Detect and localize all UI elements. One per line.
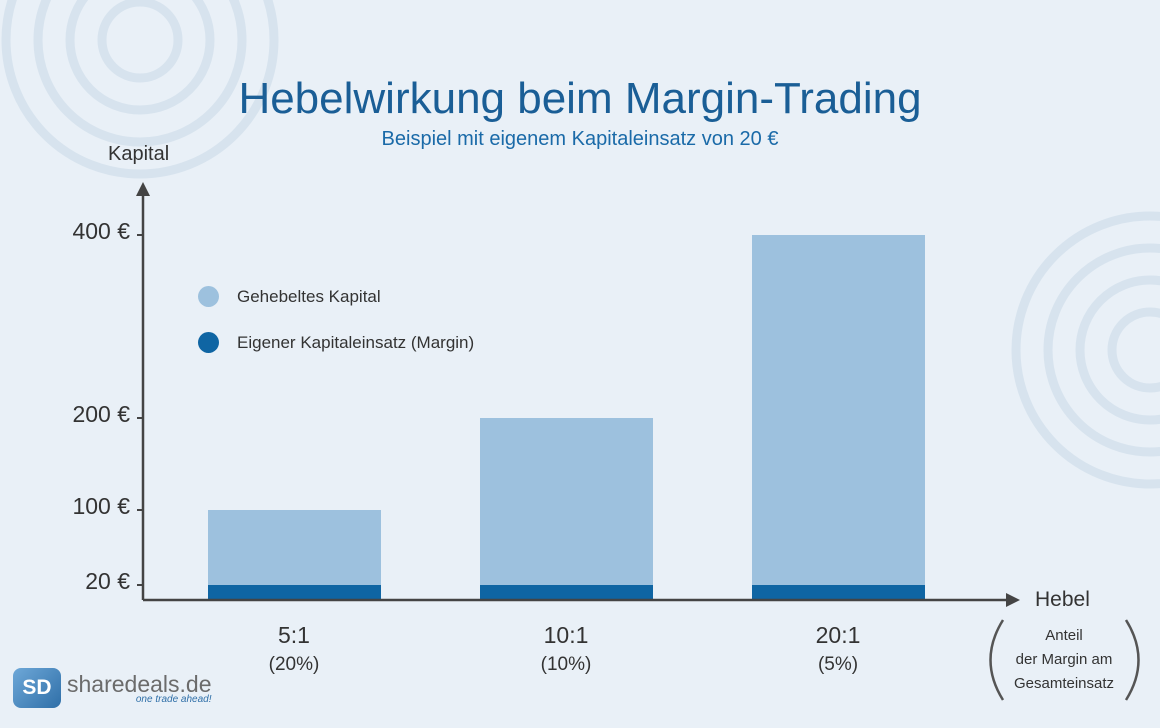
chart-title: Hebelwirkung beim Margin-Trading (238, 74, 922, 123)
decor-ring (1107, 307, 1160, 393)
y-axis-arrow (136, 182, 150, 196)
y-tick-label: 20 € (85, 568, 130, 594)
legend-label-margin: Eigener Kapitaleinsatz (Margin) (237, 332, 475, 352)
logo-tagline: one trade ahead! (135, 693, 212, 705)
bar-leveraged-1 (208, 510, 381, 585)
logo-mark: SD (13, 668, 61, 708)
bar-margin-1 (208, 585, 381, 600)
x-category-label: 20:1 (815, 622, 861, 648)
x-axis-arrow (1006, 593, 1020, 607)
decor-ring (1075, 275, 1160, 425)
bar-leveraged-3 (752, 235, 925, 585)
y-tick-label: 400 € (72, 218, 130, 244)
bar-margin-2 (480, 585, 653, 600)
decor-ring (65, 0, 215, 115)
decor-ring (1011, 211, 1160, 489)
logo-name: sharedeals.de (67, 670, 212, 697)
sharedeals-logo: SD sharedeals.de one trade ahead! (13, 668, 212, 708)
x-category-label: 10:1 (543, 622, 589, 648)
note-paren-left (989, 619, 1005, 701)
x-category-sublabel: (5%) (817, 654, 859, 675)
logo-wordmark: sharedeals.de one trade ahead! (67, 672, 212, 705)
decor-ring (33, 0, 247, 147)
x-category-sublabel: (10%) (540, 654, 592, 675)
x-axis-note-line: Gesamteinsatz (1013, 675, 1115, 692)
x-axis-note-line: der Margin am (1015, 651, 1113, 668)
legend-swatch-margin (198, 332, 219, 353)
decor-ring (1043, 243, 1160, 457)
bar-margin-3 (752, 585, 925, 600)
decor-ring (1, 0, 279, 179)
x-category-sublabel: (20%) (268, 654, 320, 675)
legend-label-leveraged: Gehebeltes Kapital (237, 286, 381, 306)
legend-item-leveraged: Gehebeltes Kapital (198, 286, 381, 307)
x-axis-note-line: Anteil (1045, 627, 1083, 644)
legend-swatch-leveraged (198, 286, 219, 307)
bar-leveraged-2 (480, 418, 653, 585)
x-axis-note: Anteil der Margin am Gesamteinsatz (996, 624, 1132, 696)
y-tick-label: 100 € (72, 493, 130, 519)
legend-item-margin: Eigener Kapitaleinsatz (Margin) (198, 332, 474, 353)
x-category-label: 5:1 (278, 622, 310, 648)
decor-ring (97, 0, 183, 83)
y-tick-label: 200 € (72, 401, 130, 427)
note-paren-right (1124, 619, 1140, 701)
y-axis-label: Kapital (108, 143, 170, 165)
chart-subtitle: Beispiel mit eigenem Kapitaleinsatz von … (381, 128, 779, 150)
x-axis-label: Hebel (1035, 588, 1090, 611)
